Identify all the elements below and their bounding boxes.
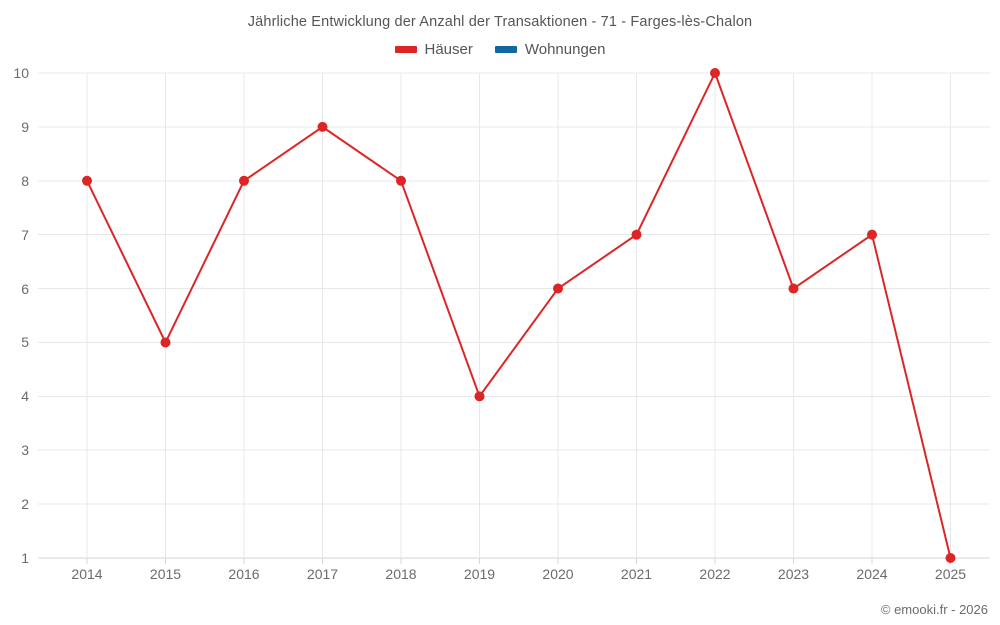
- x-tick-label-2020: 2020: [542, 566, 574, 582]
- plot-area: [38, 68, 990, 564]
- copyright-credit: © emooki.fr - 2026: [880, 602, 988, 617]
- plot-svg: [38, 68, 990, 564]
- data-point-häuser-2014[interactable]: [82, 175, 92, 186]
- x-tick-label-2015: 2015: [149, 566, 182, 582]
- y-tick-label-8: 8: [21, 172, 29, 189]
- data-point-häuser-2023[interactable]: [788, 283, 799, 294]
- y-tick-label-1: 1: [21, 550, 29, 566]
- y-axis-tick-labels: 1 2 3 4 5 6 7 8 9 10: [0, 0, 29, 625]
- y-tick-label-5: 5: [21, 334, 29, 351]
- data-point-häuser-2017[interactable]: [317, 121, 328, 132]
- x-tick-label-2022: 2022: [699, 566, 731, 582]
- x-tick-label-2025: 2025: [934, 566, 967, 582]
- x-tick-label-2017: 2017: [306, 566, 339, 582]
- x-axis-tick-labels: 2014 2015 2016 2017 2018 2019 2020 2021 2022 2023…: [38, 566, 990, 588]
- legend-item-wohnungen[interactable]: Wohnungen: [494, 41, 606, 58]
- data-point-häuser-2015[interactable]: [160, 337, 171, 348]
- data-point-häuser-2018[interactable]: [396, 175, 406, 186]
- vertical-gridlines: [86, 73, 951, 558]
- data-point-häuser-2025[interactable]: [945, 553, 956, 563]
- y-tick-label-7: 7: [21, 226, 29, 243]
- y-tick-label-10: 10: [13, 65, 29, 81]
- legend-item-hauser[interactable]: Häuser: [394, 41, 473, 58]
- x-tick-label-2023: 2023: [777, 566, 810, 582]
- legend-swatch-hauser: [394, 46, 417, 53]
- data-point-häuser-2024[interactable]: [867, 229, 877, 240]
- x-tick-label-2014: 2014: [71, 566, 103, 582]
- chart-title: Jährliche Entwicklung der Anzahl der Tra…: [247, 14, 753, 30]
- x-tick-label-2024: 2024: [856, 566, 888, 582]
- chart-legend: Häuser Wohnungen: [0, 41, 1000, 58]
- y-tick-label-9: 9: [21, 118, 29, 135]
- series-line-häuser: [86, 72, 952, 559]
- x-tick-label-2021: 2021: [620, 566, 653, 582]
- x-tick-label-2016: 2016: [228, 566, 260, 582]
- data-point-häuser-2020[interactable]: [553, 283, 563, 294]
- y-tick-label-4: 4: [21, 388, 29, 405]
- data-point-häuser-2021[interactable]: [631, 229, 642, 240]
- y-tick-label-3: 3: [21, 442, 29, 459]
- y-tick-label-6: 6: [21, 280, 29, 297]
- data-point-häuser-2022[interactable]: [710, 68, 720, 78]
- x-tick-label-2018: 2018: [385, 566, 417, 582]
- legend-swatch-wohnungen: [494, 46, 517, 53]
- data-point-häuser-2016[interactable]: [239, 175, 249, 186]
- horizontal-gridlines: [38, 72, 990, 559]
- x-axis-tick-marks: [86, 558, 951, 564]
- data-series-layer: [82, 68, 956, 563]
- data-point-häuser-2019[interactable]: [474, 391, 485, 402]
- legend-label-hauser: Häuser: [424, 41, 473, 58]
- y-tick-label-2: 2: [21, 496, 29, 513]
- legend-label-wohnungen: Wohnungen: [524, 41, 606, 58]
- x-tick-label-2019: 2019: [463, 566, 496, 582]
